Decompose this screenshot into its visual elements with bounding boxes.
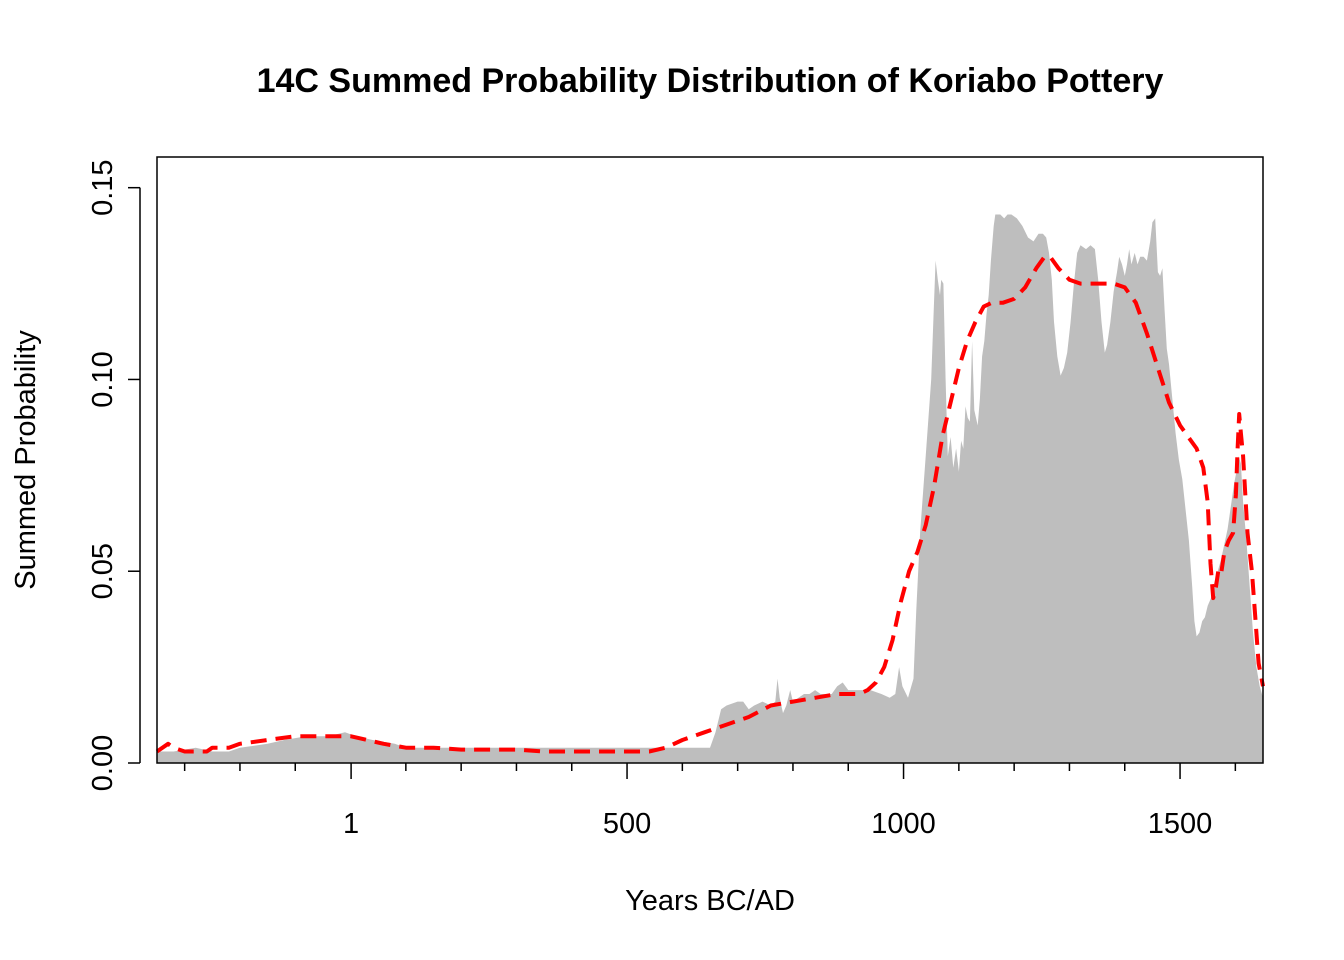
x-tick-label: 1000 — [871, 808, 936, 840]
chart-title: 14C Summed Probability Distribution of K… — [257, 62, 1164, 100]
y-tick-label: 0.05 — [87, 543, 119, 599]
model-line — [155, 254, 1265, 754]
y-tick-label: 0.00 — [87, 735, 119, 791]
plot-frame — [156, 156, 1264, 764]
x-tick-label: 500 — [603, 808, 651, 840]
y-axis-label: Summed Probability — [10, 330, 42, 590]
y-tick-label: 0.15 — [87, 159, 119, 215]
y-axis: 0.00 0.05 0.10 0.15 — [87, 159, 141, 791]
spd-area — [157, 214, 1263, 763]
x-axis: 1 500 1000 1500 — [183, 763, 1237, 840]
x-tick-label: 1 — [343, 808, 359, 840]
x-axis-label: Years BC/AD — [625, 885, 795, 917]
y-tick-label: 0.10 — [87, 351, 119, 407]
plot-area — [155, 156, 1265, 764]
x-tick-label: 1500 — [1148, 808, 1213, 840]
